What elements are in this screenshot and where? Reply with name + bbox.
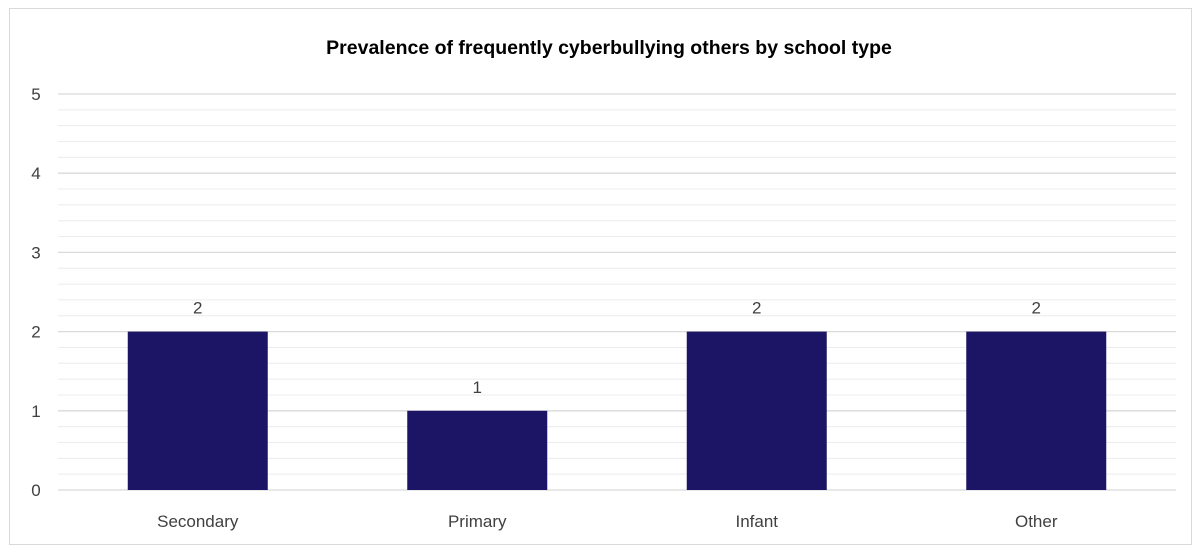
y-tick-label: 5 (31, 85, 40, 104)
chart-title: Prevalence of frequently cyberbullying o… (326, 37, 892, 59)
bar-other (966, 331, 1107, 490)
data-label-infant: 2 (752, 299, 761, 318)
data-labels: 2 1 2 2 (193, 299, 1041, 397)
data-label-primary: 1 (473, 378, 482, 397)
x-tick-label-secondary: Secondary (157, 512, 239, 531)
bars (127, 331, 1107, 490)
y-tick-label: 0 (31, 481, 40, 500)
y-tick-label: 3 (31, 243, 40, 262)
y-axis-ticks: 0 1 2 3 4 5 (31, 85, 40, 500)
x-tick-label-other: Other (1015, 512, 1058, 531)
bar-primary (407, 410, 548, 490)
bar-secondary (127, 331, 268, 490)
data-label-other: 2 (1032, 299, 1041, 318)
data-label-secondary: 2 (193, 299, 202, 318)
y-tick-label: 1 (31, 402, 40, 421)
x-axis-ticks: Secondary Primary Infant Other (157, 512, 1058, 531)
x-tick-label-primary: Primary (448, 512, 507, 531)
x-tick-label-infant: Infant (735, 512, 778, 531)
y-tick-label: 2 (31, 323, 40, 342)
bar-infant (686, 331, 827, 490)
y-tick-label: 4 (31, 164, 40, 183)
